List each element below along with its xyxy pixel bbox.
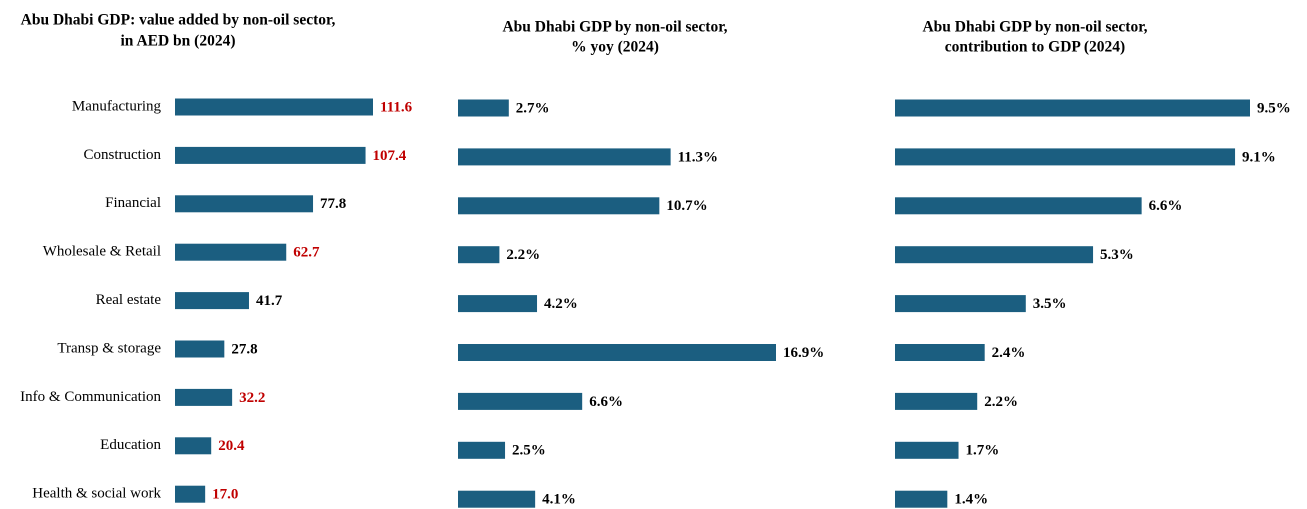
value-label: 27.8 [231,341,257,357]
value-label: 32.2 [239,390,265,406]
value-label: 2.2% [506,247,540,263]
bar [895,197,1142,215]
category-label: Info & Communication [20,389,161,405]
bar [175,243,287,261]
value-label: 11.3% [678,149,718,165]
value-label: 4.1% [542,492,576,508]
category-label: Financial [105,195,161,211]
chart-title: Abu Dhabi GDP: value added by non-oil se… [21,12,336,29]
bar [458,344,776,361]
chart-title: Abu Dhabi GDP by non-oil sector, [502,19,727,36]
chart-title: Abu Dhabi GDP by non-oil sector, [922,19,1147,36]
chart-title: % yoy (2024) [571,39,659,56]
bar [175,340,225,358]
bar [458,148,671,166]
bar [895,392,978,410]
bar [458,392,583,410]
bar [895,344,985,361]
bar [458,246,500,264]
bar [895,148,1236,166]
bar [175,437,212,455]
bar [458,197,660,215]
value-label: 2.7% [516,100,550,116]
value-label: 16.9% [783,345,824,361]
bar [458,490,536,508]
bar [895,441,959,459]
category-label: Manufacturing [72,98,162,114]
category-label: Real estate [96,292,162,308]
bar [895,99,1250,117]
value-label: 111.6 [380,99,413,115]
bar [175,195,314,213]
bar [175,388,233,406]
category-label: Education [100,437,161,453]
value-label: 1.4% [954,492,988,508]
category-label: Wholesale & Retail [43,244,161,260]
chart-title: contribution to GDP (2024) [945,39,1125,56]
value-label: 1.7% [966,443,1000,459]
bar [895,246,1094,264]
value-label: 20.4 [218,438,245,454]
value-label: 41.7 [256,293,283,309]
value-label: 2.2% [984,394,1018,410]
category-label: Construction [84,147,162,163]
bar [175,485,206,503]
value-label: 2.5% [512,443,546,459]
value-label: 4.2% [544,296,578,312]
value-label: 62.7 [293,245,320,261]
value-label: 9.5% [1257,100,1291,116]
bar [458,99,509,117]
value-label: 6.6% [589,394,623,410]
value-label: 2.4% [992,345,1026,361]
value-label: 6.6% [1149,198,1183,214]
value-label: 9.1% [1242,149,1276,165]
bar [895,295,1026,313]
bar [458,441,506,459]
value-label: 10.7% [666,198,707,214]
value-label: 77.8 [320,196,346,212]
chart-title: in AED bn (2024) [121,33,236,50]
value-label: 17.0 [212,487,238,503]
bar [175,292,249,310]
value-label: 107.4 [373,148,407,164]
category-label: Transp & storage [57,340,161,356]
bar [175,146,366,164]
category-label: Health & social work [32,486,161,502]
bar [175,98,373,116]
bar [895,490,948,508]
value-label: 3.5% [1033,296,1067,312]
bar [458,295,538,313]
value-label: 5.3% [1100,247,1134,263]
